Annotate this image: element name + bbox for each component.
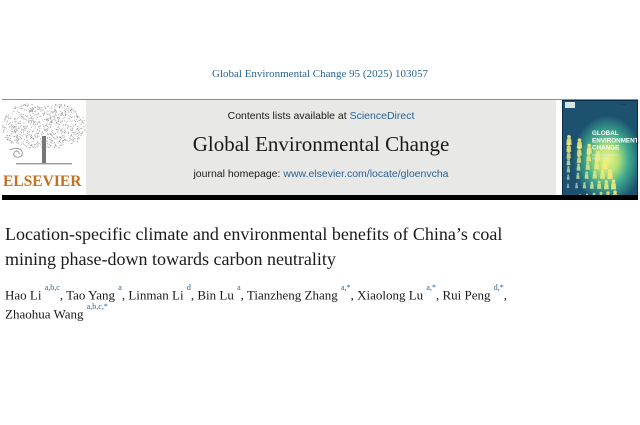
svg-text:GLOBAL: GLOBAL	[592, 130, 619, 137]
svg-text:HUMAN AND POLICY: HUMAN AND POLICY	[592, 153, 618, 157]
svg-text:CHANGE: CHANGE	[592, 145, 619, 152]
svg-text:104 55: 104 55	[620, 104, 627, 106]
svg-text:DIMENSIONS: DIMENSIONS	[592, 157, 609, 161]
svg-text:ENVIRONMENTAL: ENVIRONMENTAL	[592, 137, 638, 144]
